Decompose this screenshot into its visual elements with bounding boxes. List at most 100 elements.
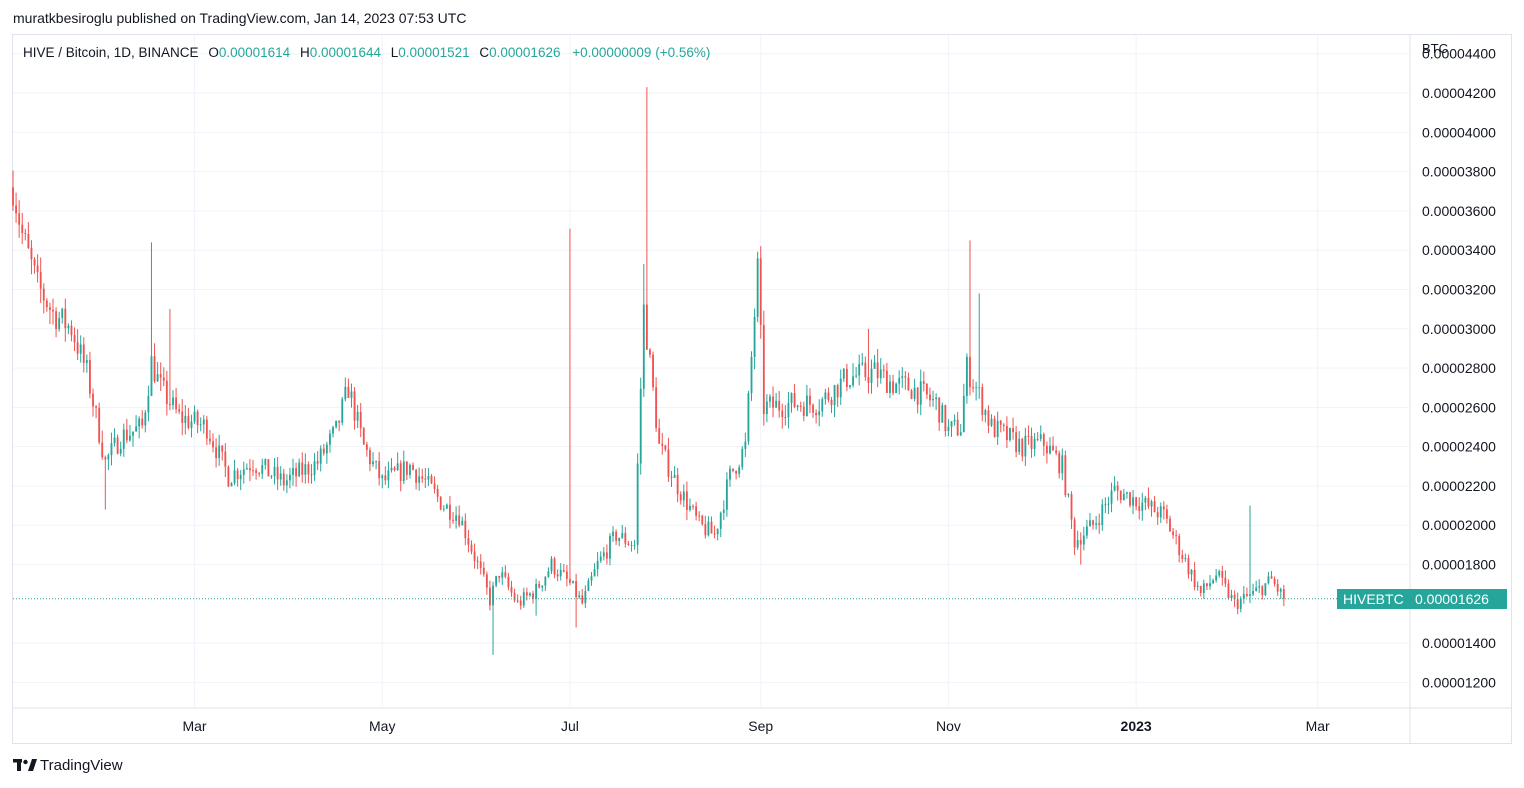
candle-body [627,543,630,546]
candle-body [18,213,21,225]
y-tick-label: 0.00003600 [1422,203,1496,219]
publisher-info: muratkbesiroglu published on TradingView… [13,10,467,26]
candle-body [147,395,150,413]
candle-body [233,470,236,484]
candle-body [1138,506,1141,511]
candle-body [205,419,208,439]
candle-body [156,374,159,382]
candle-body [630,545,633,547]
candle-body [778,400,781,411]
candle-body [864,362,867,378]
candle-body [996,420,999,438]
candle-body [1076,540,1079,548]
candle-body [809,395,811,405]
candle-body [362,428,365,445]
candle-body [873,362,876,369]
candle-body [95,406,98,408]
symbol-name[interactable]: HIVE / Bitcoin, 1D, BINANCE [23,45,199,60]
candle-body [867,377,870,383]
candle-body [1027,435,1030,437]
candle-body [532,593,534,599]
candle-body [279,473,282,480]
candle-body [861,362,864,364]
candle-body [929,394,931,401]
candle-body [104,457,107,460]
candle-body [1205,583,1208,587]
candle-body [1005,425,1008,441]
candle-body [202,419,205,425]
candle-body [762,324,765,415]
open-value: 0.00001614 [218,45,291,60]
candle-body [969,356,971,388]
candle-body [467,538,470,545]
candle-body [833,385,836,406]
candle-body [113,437,116,444]
candle-body [799,405,802,407]
candle-body [442,508,445,510]
chart-frame[interactable] [12,34,1512,744]
candle-body [372,461,374,465]
candle-body [1236,599,1239,610]
candle-body [919,381,922,405]
candle-body [1119,490,1122,501]
candle-body [402,461,405,481]
candle-body [1107,503,1110,505]
y-tick-label: 0.00004400 [1422,46,1496,62]
candle-body [1021,438,1024,457]
candle-body [618,537,621,541]
candle-body [492,585,494,606]
candle-body [599,556,602,561]
candle-body [935,397,938,400]
candle-body [655,387,658,429]
candle-body [1073,519,1076,548]
candle-body [572,580,574,583]
candle-body [1169,518,1171,532]
candle-body [802,406,805,416]
y-tick-label: 0.00004200 [1422,85,1496,101]
candle-body [529,593,531,596]
candle-body [642,304,645,389]
candle-body [793,393,796,407]
y-tick-label: 0.00003000 [1422,321,1496,337]
candle-body [1202,583,1205,593]
candle-body [181,411,184,423]
candle-body [310,474,313,476]
candle-body [1215,575,1218,581]
candle-body [1153,501,1156,513]
candle-body [1255,587,1258,591]
candle-body [719,512,722,529]
candle-body [892,381,894,394]
candle-body [347,386,350,398]
candle-body [661,443,664,446]
candle-body [1009,427,1011,441]
candle-body [956,419,959,436]
candle-body [876,362,879,379]
candle-body [378,461,381,479]
candle-body [350,391,353,398]
candle-body [144,412,147,426]
candle-body [972,387,974,389]
candle-body [470,544,473,552]
candle-body [1012,427,1014,433]
candle-body [1150,501,1153,507]
candle-body [175,397,178,410]
candle-body [270,476,273,478]
open-label: O [208,45,219,60]
candle-body [39,272,42,289]
candle-body [61,308,64,319]
price-label-value: 0.00001626 [1415,591,1489,607]
footer-brand[interactable]: TradingView [13,757,123,774]
candle-body [107,455,110,460]
candle-body [335,420,338,428]
candle-body [855,375,858,377]
candle-body [750,356,753,394]
candle-body [464,520,467,539]
candle-body [756,258,759,317]
candle-body [738,467,741,474]
candle-body [165,380,168,405]
candle-body [636,463,639,545]
candle-body [1052,445,1054,451]
candle-body [845,368,848,387]
candle-body [836,385,839,398]
